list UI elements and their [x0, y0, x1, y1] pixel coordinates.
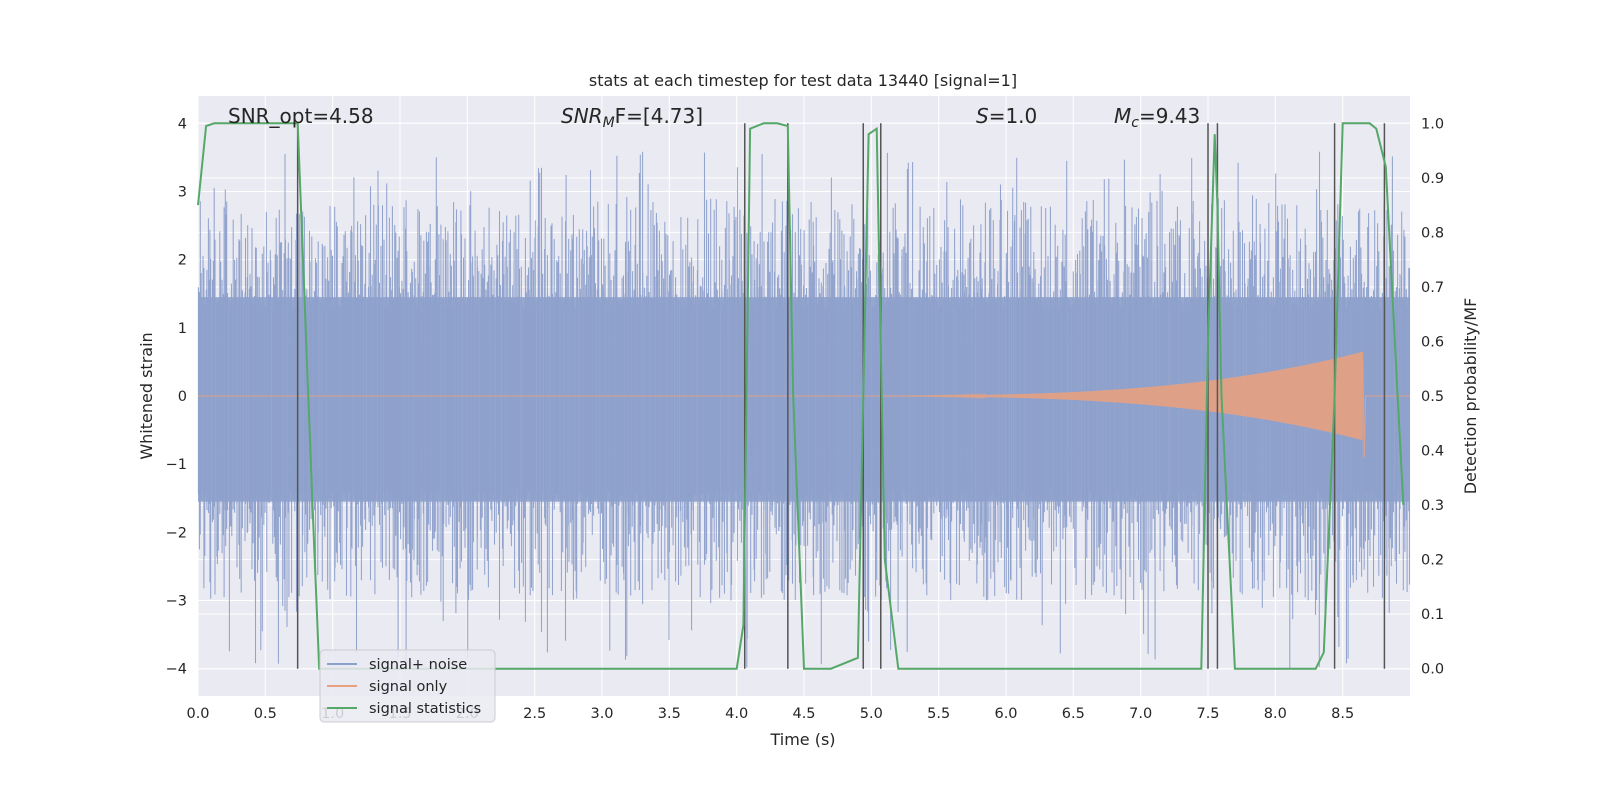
y2-tick-label: 0.1: [1421, 607, 1444, 623]
legend-label-signal-noise: signal+ noise: [369, 657, 467, 673]
x-tick-label: 3.5: [658, 706, 681, 722]
signal-statistics-line: [197, 122, 1405, 670]
y-tick-label: −3: [166, 594, 187, 610]
mc-annotation: Mc=9.43: [1114, 104, 1200, 131]
x-tick-label: 6.5: [1062, 706, 1085, 722]
noise-trace: [197, 151, 1411, 669]
legend-label-signal-statistics: signal statistics: [369, 701, 481, 717]
y-tick-label: −2: [166, 525, 187, 541]
x-tick-label: 0.0: [186, 706, 209, 722]
y-tick-label: 2: [178, 253, 187, 269]
x-tick-label: 8.5: [1331, 706, 1354, 722]
y2-tick-label: 0.7: [1421, 280, 1444, 296]
y2-axis-ticks: 1.0 0.9 0.8 0.7 0.6 0.5 0.4 0.3 0.2 0.1 0.0: [1421, 116, 1444, 677]
y-tick-label: 3: [178, 184, 187, 200]
y2-tick-label: 0.4: [1421, 444, 1444, 460]
x-tick-label: 4.5: [792, 706, 815, 722]
y-tick-label: 4: [178, 116, 187, 132]
y-tick-label: 0: [178, 389, 187, 405]
y2-tick-label: 0.5: [1421, 389, 1444, 405]
x-tick-label: 2.5: [523, 706, 546, 722]
x-tick-label: 7.0: [1129, 706, 1152, 722]
annotations: SNR_opt=4.58 SNRMF=[4.73] S=1.0 Mc=9.43: [228, 104, 1200, 131]
y-tick-label: −1: [166, 457, 187, 473]
y2-tick-label: 1.0: [1421, 116, 1444, 132]
x-tick-label: 0.5: [254, 706, 277, 722]
snr-mf-annotation: SNRMF=[4.73]: [561, 104, 703, 131]
x-axis-ticks: 0.00.51.01.52.02.53.03.54.04.55.05.56.06…: [186, 706, 1354, 722]
y2-tick-label: 0.0: [1421, 662, 1444, 678]
x-axis-label: Time (s): [769, 730, 835, 749]
snr-opt-annotation: SNR_opt=4.58: [228, 104, 374, 128]
y2-tick-label: 0.3: [1421, 498, 1444, 514]
legend: signal+ noise signal only signal statist…: [319, 649, 496, 723]
x-tick-label: 8.0: [1264, 706, 1287, 722]
signal-only-line: [198, 351, 1410, 458]
x-tick-label: 6.0: [994, 706, 1017, 722]
chart-title: stats at each timestep for test data 134…: [589, 71, 1017, 90]
y-axis-ticks: 4 3 2 1 0 −1 −2 −3 −4: [166, 116, 187, 677]
s-annotation: S=1.0: [976, 104, 1037, 128]
y2-tick-label: 0.6: [1421, 334, 1444, 350]
legend-label-signal-only: signal only: [369, 679, 448, 695]
legend-box: [319, 649, 496, 723]
y-tick-label: 1: [178, 321, 187, 337]
signal-only-series: [198, 351, 1410, 458]
signal-statistics-series: [197, 122, 1405, 670]
x-tick-label: 5.0: [860, 706, 883, 722]
x-tick-label: 4.0: [725, 706, 748, 722]
y-axis-label: Whitened strain: [137, 332, 156, 459]
x-tick-label: 7.5: [1196, 706, 1219, 722]
y2-tick-label: 0.8: [1421, 225, 1444, 241]
x-tick-label: 5.5: [927, 706, 950, 722]
x-tick-label: 3.0: [590, 706, 613, 722]
y-tick-label: −4: [166, 662, 187, 678]
y2-tick-label: 0.2: [1421, 553, 1444, 569]
y2-axis-label: Detection probability/MF: [1461, 298, 1480, 495]
y2-tick-label: 0.9: [1421, 171, 1444, 187]
